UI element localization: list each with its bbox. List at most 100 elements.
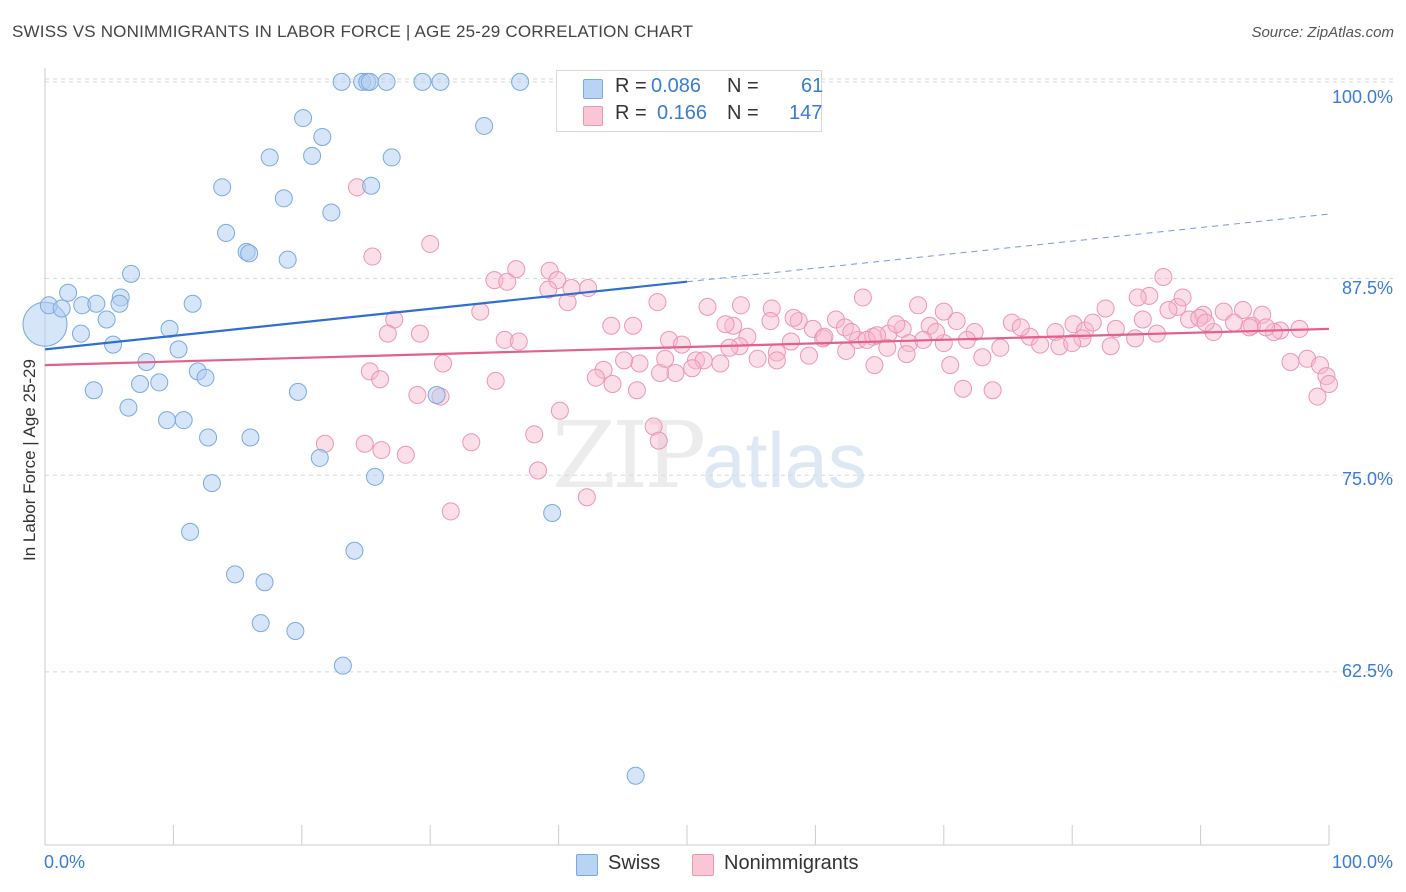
nonimmigrants-point [507, 260, 526, 279]
swiss-point [511, 72, 530, 91]
nonimmigrants-point [509, 332, 528, 351]
nonimmigrants-point [648, 293, 667, 312]
swiss-point [543, 504, 562, 523]
nonimmigrants-point [941, 356, 960, 375]
nonimmigrants-point [1126, 329, 1145, 348]
nonimmigrants-point [378, 324, 397, 343]
nonimmigrants-point [498, 272, 517, 291]
nonimmigrants-point [1224, 313, 1243, 332]
swiss-point [59, 283, 78, 302]
nonimmigrants-point [897, 345, 916, 364]
watermark-atlas: atlas [702, 416, 867, 504]
swiss-point [626, 766, 645, 785]
swiss-point [202, 474, 221, 493]
swiss-point [110, 294, 129, 313]
swiss-point [362, 176, 381, 195]
watermark: ZIPatlas [552, 402, 867, 509]
source-label: Source: ZipAtlas.com [1251, 24, 1394, 41]
swiss-point [181, 522, 200, 541]
swiss-point [241, 428, 260, 447]
nonimmigrants-point [594, 360, 613, 379]
nonimmigrants-point [1190, 308, 1209, 327]
nonimmigrants-point [789, 312, 808, 331]
nonimmigrants-point [1096, 299, 1115, 318]
swiss-point [333, 656, 352, 675]
nonimmigrants-point [878, 338, 897, 357]
nonimmigrants-point [983, 381, 1002, 400]
nonimmigrants-point [1063, 334, 1082, 353]
nonimmigrants-n-value: 147 [789, 102, 823, 124]
nonimmigrants-point [1031, 335, 1050, 354]
swiss-point [288, 382, 307, 401]
swiss-n-value: 61 [801, 75, 824, 97]
nonimmigrants-point [865, 356, 884, 375]
swiss-point [427, 385, 446, 404]
nonimmigrants-point [615, 351, 634, 370]
nonimmigrants-point [1159, 301, 1178, 320]
nonimmigrants-point [1064, 315, 1083, 334]
y-axis-label: In Labor Force | Age 25-29 [20, 359, 39, 561]
nonimmigrants-point [672, 335, 691, 354]
nonimmigrants-point [782, 332, 801, 351]
nonimmigrants-point [441, 502, 460, 521]
nonimmigrants-point [630, 354, 649, 373]
grid-lines [45, 78, 1393, 673]
swiss-point [413, 72, 432, 91]
nonimmigrants-point [973, 348, 992, 367]
nonimmigrants-point [1257, 318, 1276, 337]
swiss-trend-line [44, 280, 688, 351]
nonimmigrants-point [1240, 318, 1259, 337]
nonimmigrants-point [372, 441, 391, 460]
nonimmigrants-point [1154, 267, 1173, 286]
nonimmigrants-point [1311, 356, 1330, 375]
nonimmigrants-point [540, 261, 559, 280]
nonimmigrants-point [644, 417, 663, 436]
nonimmigrants-swatch [583, 106, 603, 126]
watermark-zip: ZIP [552, 402, 706, 509]
nonimmigrants-point [529, 461, 548, 480]
nonimmigrants-point [462, 433, 481, 452]
nonimmigrants-point [666, 363, 685, 382]
nonimmigrants-point [1140, 286, 1159, 305]
nonimmigrants-point [408, 385, 427, 404]
swiss-point [97, 310, 116, 329]
nonimmigrants-point [761, 312, 780, 331]
nonimmigrants-point [1083, 313, 1102, 332]
nonimmigrants-point [900, 334, 919, 353]
nonimmigrants-point [826, 310, 845, 329]
y-tick-62-5: 62.5% [1341, 661, 1393, 681]
nonimmigrants-point [363, 247, 382, 266]
swiss-point [255, 573, 274, 592]
nonimmigrants-point [1196, 313, 1215, 332]
nonimmigrants-point [767, 351, 786, 370]
nonimmigrants-point [495, 330, 514, 349]
nonimmigrants-point [698, 297, 717, 316]
nonimmigrants-point [965, 323, 984, 342]
y-tick-75: 75.0% [1341, 469, 1393, 489]
nonimmigrants-point [857, 330, 876, 349]
swiss-point [382, 148, 401, 167]
correlation-legend: R = 0.086 N = 61 R = 0.166 N = 147 [556, 70, 824, 132]
nonimmigrants-point [1101, 337, 1120, 356]
nonimmigrants-point [434, 354, 453, 373]
swiss-point [213, 178, 232, 197]
swiss-point [475, 116, 494, 135]
swiss-point [365, 467, 384, 486]
nonimmigrants-point [579, 279, 598, 298]
nonimmigrants-point [1214, 302, 1233, 321]
nonimmigrants-point [603, 374, 622, 393]
nonimmigrants-point [355, 434, 374, 453]
nonimmigrants-point [550, 401, 569, 420]
axes [44, 68, 1330, 846]
swiss-point [377, 72, 396, 91]
swiss-point [360, 72, 379, 91]
nonimmigrants-point [837, 341, 856, 360]
nonimmigrants-point [486, 371, 505, 390]
nonimmigrants-point [909, 296, 928, 315]
nonimmigrants-point [799, 346, 818, 365]
nonimmigrants-legend-label: Nonimmigrants [724, 852, 859, 874]
swiss-point [71, 324, 90, 343]
nonimmigrants-point [720, 338, 739, 357]
nonimmigrants-point [586, 368, 605, 387]
swiss-r-value: 0.086 [651, 75, 702, 97]
